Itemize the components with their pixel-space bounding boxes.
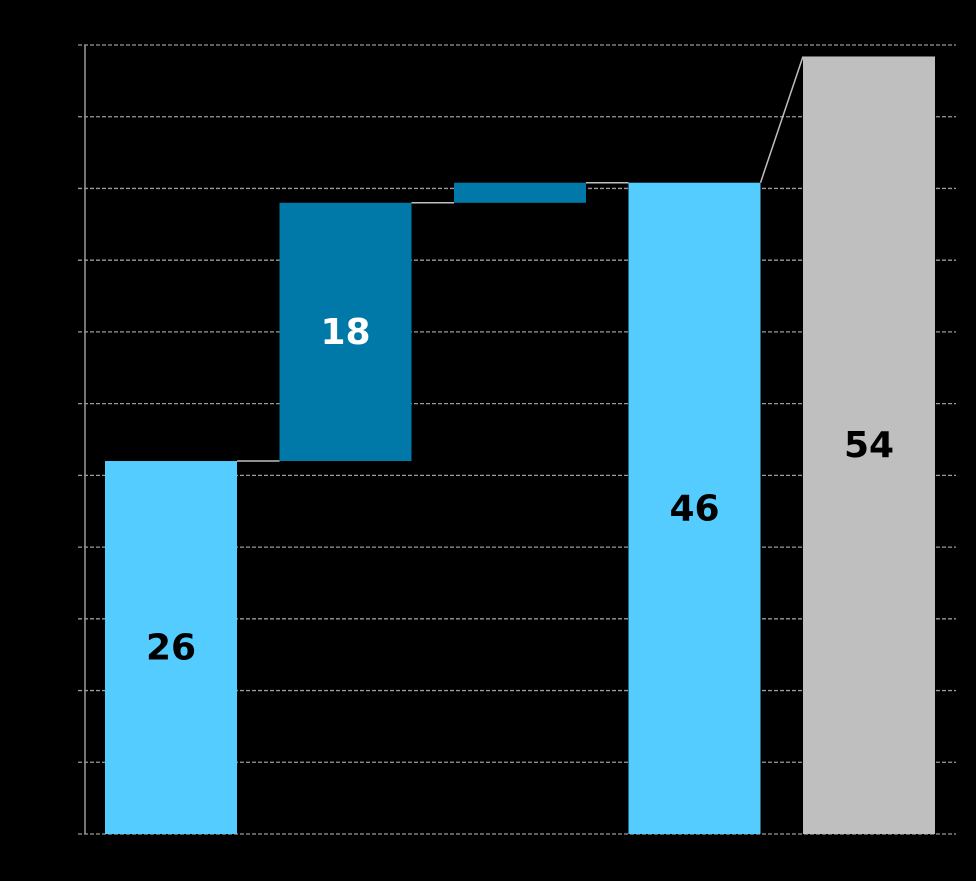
bars <box>105 56 935 834</box>
bar-value-label: 18 <box>320 312 370 353</box>
bar-total <box>105 461 237 834</box>
bar-value-label: 26 <box>146 628 196 669</box>
bar-labels: 26 18 46 54 <box>146 312 894 669</box>
connector-line <box>759 56 804 183</box>
bar-value-label: 54 <box>844 425 894 466</box>
bar-increase <box>454 182 586 203</box>
bar-value-label: 46 <box>669 488 719 529</box>
bar-total <box>803 56 935 834</box>
connector-lines <box>237 56 804 462</box>
bar-total <box>628 182 761 834</box>
bar-increase <box>279 202 412 462</box>
